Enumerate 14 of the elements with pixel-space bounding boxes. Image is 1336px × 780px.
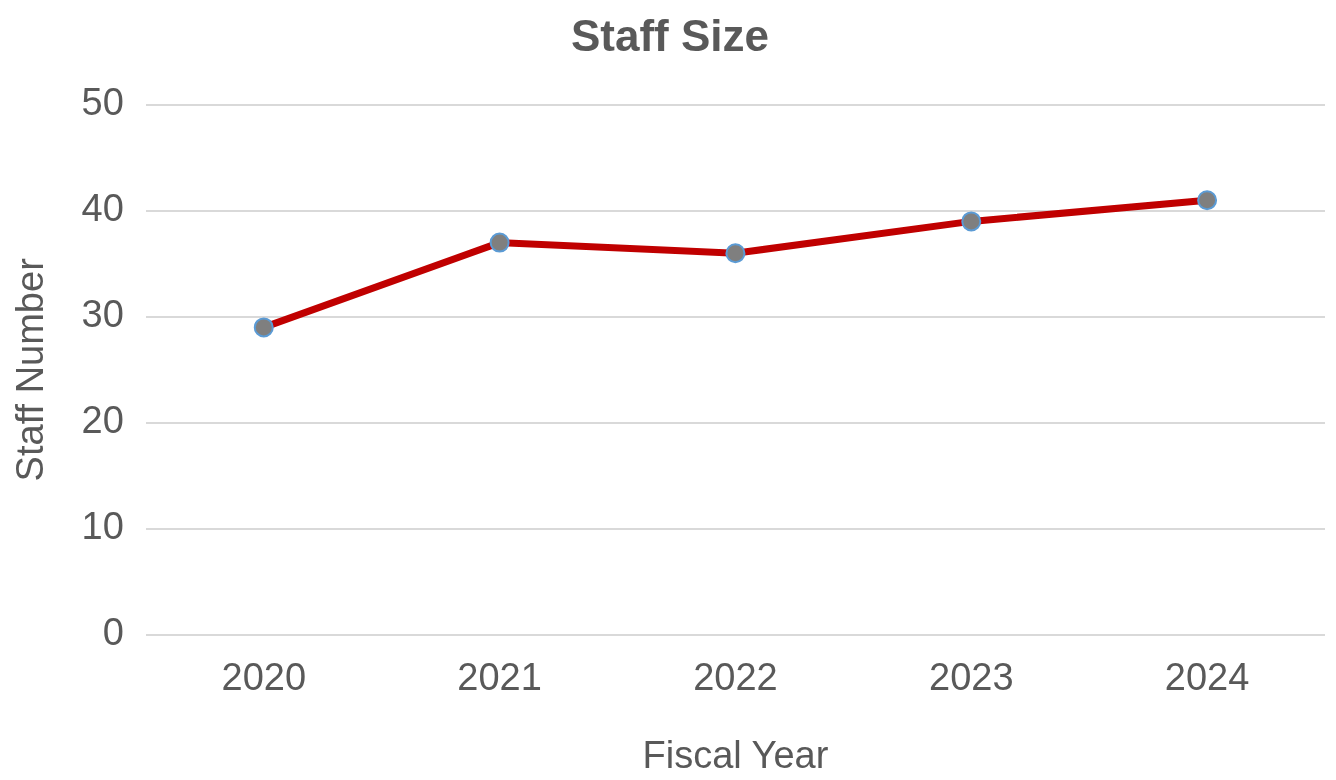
y-tick-label: 40	[81, 187, 124, 230]
x-axis-title: Fiscal Year	[642, 733, 829, 776]
y-tick-label: 30	[81, 293, 124, 336]
y-axis-title: Staff Number	[9, 257, 52, 482]
x-tick-label: 2021	[457, 656, 542, 699]
x-tick-label: 2023	[928, 656, 1014, 699]
x-tick-label: 2020	[221, 656, 307, 699]
x-tick-label: 2024	[1164, 656, 1250, 699]
y-tick-label: 10	[81, 505, 124, 548]
chart-title: Staff Size	[570, 10, 770, 60]
x-tick-label: 2022	[693, 656, 778, 699]
y-tick-label: 50	[81, 81, 124, 124]
y-tick-label: 20	[81, 399, 124, 442]
y-tick-label: 0	[102, 611, 124, 654]
